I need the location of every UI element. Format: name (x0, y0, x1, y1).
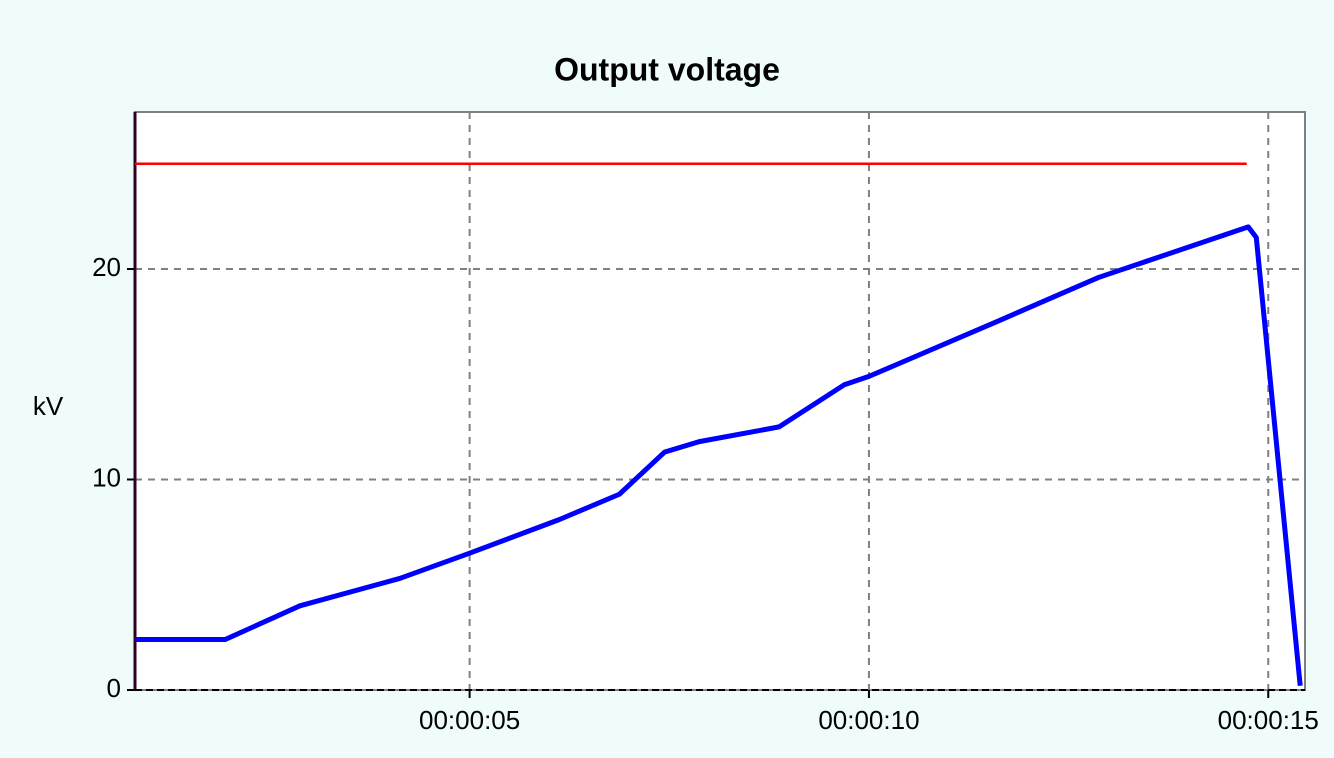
data-line (135, 224, 1303, 687)
y-tick-label: 10 (92, 462, 121, 492)
x-tick-label: 00:00:05 (419, 705, 520, 735)
plot-area (134, 111, 1306, 691)
x-tick-label: 00:00:15 (1218, 705, 1319, 735)
y-tick-label: 20 (92, 252, 121, 282)
chart-title: Output voltage (554, 51, 780, 87)
y-tick-label: 0 (107, 673, 121, 703)
x-tick-label: 00:00:10 (818, 705, 919, 735)
y-axis-label: kV (33, 391, 64, 421)
